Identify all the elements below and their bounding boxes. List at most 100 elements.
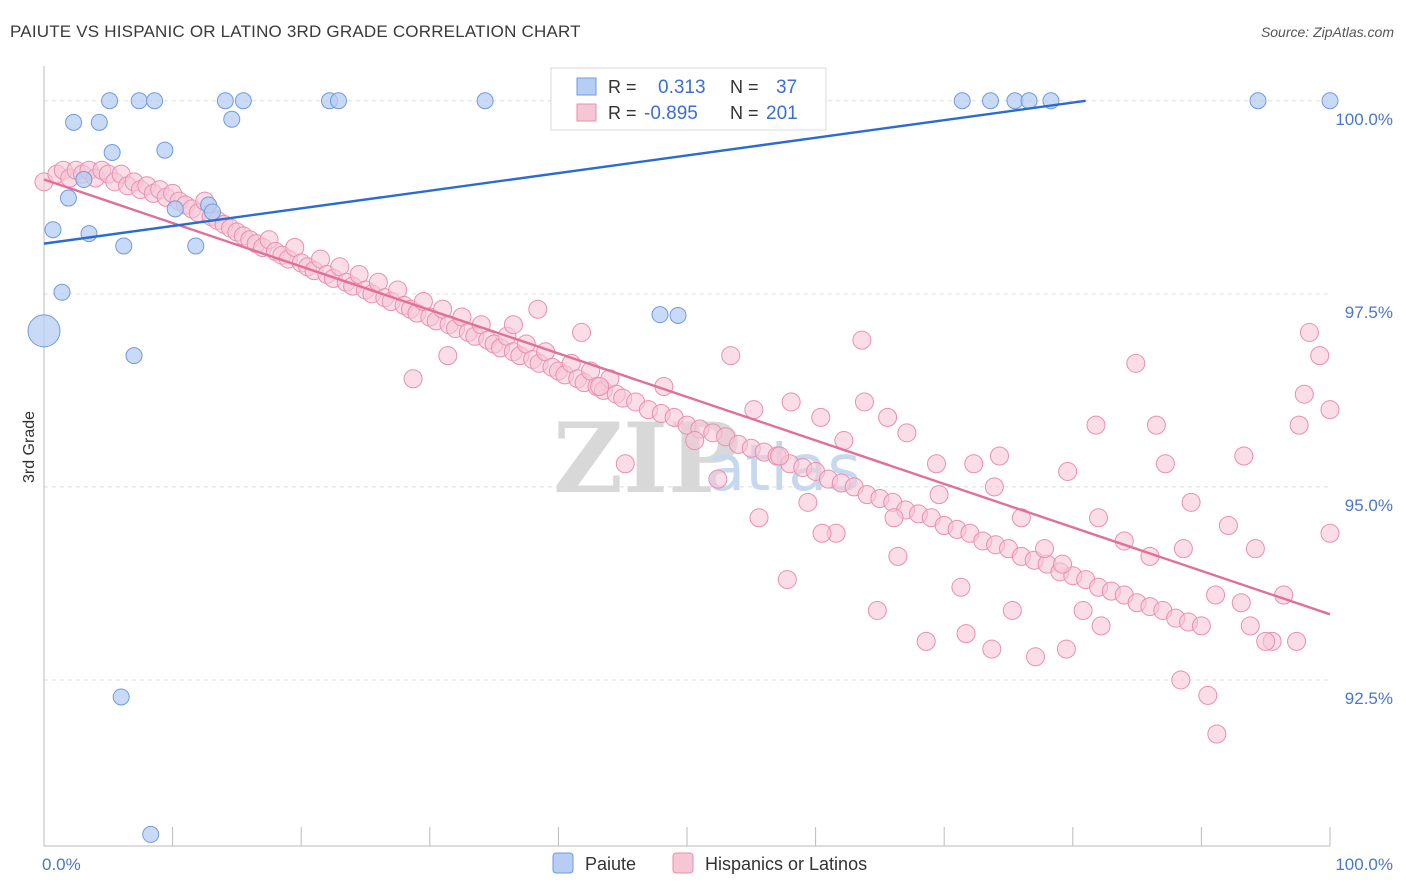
hispanic-point — [749, 508, 769, 528]
hispanic-point — [1231, 593, 1251, 613]
legend-label-paiute: Paiute — [585, 854, 636, 874]
hispanic-point — [1091, 616, 1111, 636]
hispanic-point — [916, 631, 936, 651]
hispanic-point — [1245, 539, 1265, 559]
series-legend: Paiute Hispanics or Latinos — [552, 852, 867, 874]
paiute-point — [203, 203, 221, 221]
x-tick-label: 100.0% — [1335, 855, 1393, 874]
hispanic-point — [1218, 516, 1238, 536]
hispanic-point — [798, 492, 818, 512]
x-tick-label: 0.0% — [42, 855, 81, 874]
hispanic-point — [438, 346, 458, 366]
paiute-point — [112, 688, 130, 706]
hispanic-point — [615, 454, 635, 474]
stats-legend: R = 0.313 N = 37 R = -0.895 N = 201 — [550, 67, 827, 131]
hispanic-point — [964, 454, 984, 474]
hispanic-point — [528, 299, 548, 319]
hispanic-point — [1234, 446, 1254, 466]
paiute-point — [53, 283, 71, 301]
hispanic-point — [854, 392, 874, 412]
legend-swatch-paiute — [552, 852, 574, 874]
hispanic-point — [1173, 539, 1193, 559]
paiute-point — [1006, 92, 1024, 110]
hispanic-point — [1002, 600, 1022, 620]
hispanic-point — [1035, 539, 1055, 559]
hispanic-point — [590, 376, 610, 396]
hispanic-point — [1073, 600, 1093, 620]
paiute-point — [669, 306, 687, 324]
hispanic-point — [1310, 346, 1330, 366]
y-axis-title: 3rd Grade — [21, 411, 38, 483]
hispanic-point — [812, 523, 832, 543]
hispanic-point — [982, 639, 1002, 659]
paiute-point — [166, 200, 184, 218]
paiute-point — [27, 314, 61, 348]
tick-labels: 100.0% 97.5% 95.0% 92.5% 0.0% 100.0% — [42, 110, 1393, 874]
grid-layer — [44, 100, 1330, 681]
hispanic-point — [1240, 616, 1260, 636]
hispanic-point — [984, 477, 1004, 497]
hispanic-points — [34, 160, 1340, 744]
paiute-point — [216, 92, 234, 110]
y-tick-label: 97.5% — [1345, 303, 1393, 322]
chart-source: Source: ZipAtlas.com — [1260, 24, 1394, 40]
chart-title: PAIUTE VS HISPANIC OR LATINO 3RD GRADE C… — [10, 22, 581, 41]
hispanic-point — [989, 446, 1009, 466]
paiute-point — [187, 237, 205, 255]
stats-legend-swatch-hisp — [576, 103, 597, 122]
hispanic-point — [1089, 508, 1109, 528]
stats-legend-swatch-paiute — [576, 77, 597, 96]
paiute-point — [223, 110, 241, 128]
paiute-point — [130, 92, 148, 110]
hispanic-point — [1126, 353, 1146, 373]
hispanic-point — [403, 369, 423, 389]
hispanic-point — [867, 600, 887, 620]
stats-r-label-paiute: R = — [608, 77, 637, 97]
hispanic-point — [1320, 523, 1340, 543]
hispanic-point — [929, 485, 949, 505]
watermark: ZIP atlas — [553, 402, 861, 515]
hispanic-point — [1198, 685, 1218, 705]
paiute-point — [476, 92, 494, 110]
paiute-point — [156, 141, 174, 159]
trend-lines — [43, 99, 1331, 616]
hispanic-point — [744, 400, 764, 420]
hispanic-point — [770, 446, 790, 466]
y-tick-label: 100.0% — [1335, 110, 1393, 129]
hispanic-point — [926, 454, 946, 474]
hispanic-point — [503, 315, 523, 335]
hispanic-point — [897, 423, 917, 443]
hispanic-point — [852, 330, 872, 350]
paiute-point — [953, 92, 971, 110]
paiute-point — [234, 92, 252, 110]
hispanic-point — [1056, 639, 1076, 659]
hispanic-point — [708, 469, 728, 489]
paiute-point — [44, 221, 62, 239]
stats-r-value-hisp: -0.895 — [644, 103, 698, 124]
stats-n-label-paiute: N = — [730, 77, 759, 97]
hispanic-point — [1058, 461, 1078, 481]
paiute-point — [103, 143, 121, 161]
hispanic-point — [1287, 631, 1307, 651]
paiute-trend-line — [43, 99, 1086, 245]
stats-r-value-paiute: 0.313 — [658, 77, 706, 98]
paiute-point — [90, 113, 108, 131]
hispanic-point — [951, 577, 971, 597]
hispanic-point — [956, 624, 976, 644]
y-tick-label: 92.5% — [1345, 689, 1393, 708]
hispanic-point — [1026, 647, 1046, 667]
paiute-point — [75, 171, 93, 189]
stats-r-label-hisp: R = — [608, 103, 637, 123]
hispanic-point — [685, 431, 705, 451]
hispanic-point — [1299, 322, 1319, 342]
hispanic-point — [1256, 631, 1276, 651]
hispanic-point — [721, 346, 741, 366]
hispanic-point — [1086, 415, 1106, 435]
stats-n-label-hisp: N = — [730, 103, 759, 123]
hispanic-point — [1146, 415, 1166, 435]
paiute-point — [59, 189, 77, 207]
hispanic-point — [572, 322, 592, 342]
hispanic-point — [1294, 384, 1314, 404]
paiute-point — [1321, 92, 1339, 110]
paiute-point — [146, 92, 164, 110]
